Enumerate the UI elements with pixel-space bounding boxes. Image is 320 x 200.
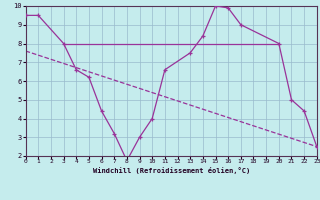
X-axis label: Windchill (Refroidissement éolien,°C): Windchill (Refroidissement éolien,°C): [92, 167, 250, 174]
